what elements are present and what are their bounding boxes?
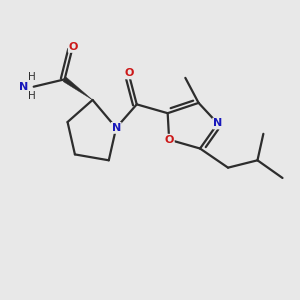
Text: H: H bbox=[28, 72, 36, 82]
Text: O: O bbox=[164, 135, 174, 145]
Text: N: N bbox=[112, 123, 121, 133]
Text: N: N bbox=[213, 118, 222, 128]
Text: O: O bbox=[69, 42, 78, 52]
Text: N: N bbox=[19, 82, 28, 92]
Polygon shape bbox=[63, 77, 93, 100]
Text: O: O bbox=[125, 68, 134, 78]
Text: H: H bbox=[28, 91, 36, 101]
